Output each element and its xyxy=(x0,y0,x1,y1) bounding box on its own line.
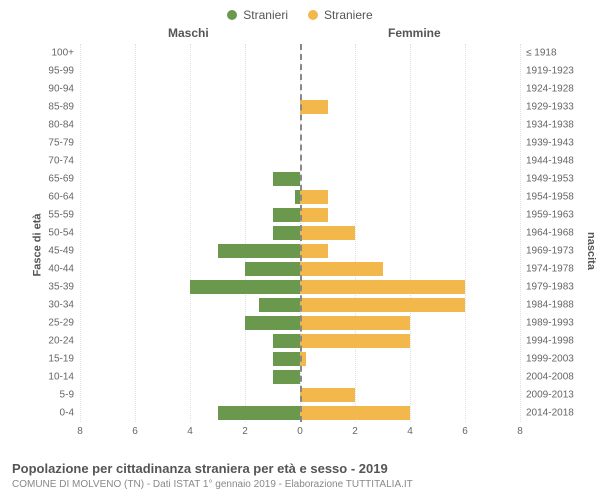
birth-year-label: 1999-2003 xyxy=(520,354,574,365)
bar-male xyxy=(273,352,301,366)
birth-year-label: 1944-1948 xyxy=(520,156,574,167)
x-tick: 4 xyxy=(187,426,193,437)
bar-female xyxy=(300,226,355,240)
chart-footer: Popolazione per cittadinanza straniera p… xyxy=(12,461,413,490)
x-tick: 8 xyxy=(517,426,523,437)
bar-male xyxy=(273,208,301,222)
bar-male xyxy=(273,172,301,186)
age-label: 60-64 xyxy=(48,192,80,203)
birth-year-label: 1939-1943 xyxy=(520,138,574,149)
age-label: 95-99 xyxy=(48,66,80,77)
bar-male xyxy=(190,280,300,294)
x-tick: 0 xyxy=(297,426,303,437)
birth-year-label: 1964-1968 xyxy=(520,228,574,239)
birth-year-label: 1924-1928 xyxy=(520,84,574,95)
x-tick: 2 xyxy=(242,426,248,437)
bar-male xyxy=(218,244,301,258)
legend-item-female: Straniere xyxy=(308,8,373,22)
header-female: Femmine xyxy=(388,26,441,40)
bar-female xyxy=(300,334,410,348)
bar-female xyxy=(300,262,383,276)
birth-year-label: 1984-1988 xyxy=(520,300,574,311)
bar-male xyxy=(273,226,301,240)
birth-year-label: 1959-1963 xyxy=(520,210,574,221)
legend-swatch-male xyxy=(227,10,237,20)
birth-year-label: ≤ 1918 xyxy=(520,48,557,59)
bar-female xyxy=(300,100,328,114)
age-label: 10-14 xyxy=(48,372,80,383)
x-tick: 2 xyxy=(352,426,358,437)
header-male: Maschi xyxy=(168,26,209,40)
bar-male xyxy=(273,370,301,384)
chart-subtitle: COMUNE DI MOLVENO (TN) - Dati ISTAT 1° g… xyxy=(12,479,413,490)
birth-year-label: 1979-1983 xyxy=(520,282,574,293)
birth-year-label: 1989-1993 xyxy=(520,318,574,329)
age-label: 35-39 xyxy=(48,282,80,293)
birth-year-label: 1954-1958 xyxy=(520,192,574,203)
bar-female xyxy=(300,244,328,258)
bar-female xyxy=(300,190,328,204)
age-label: 25-29 xyxy=(48,318,80,329)
age-label: 50-54 xyxy=(48,228,80,239)
bar-male xyxy=(245,316,300,330)
birth-year-label: 1919-1923 xyxy=(520,66,574,77)
y-axis-title-left: Fasce di età xyxy=(31,214,43,277)
center-line xyxy=(300,44,302,422)
birth-year-label: 2009-2013 xyxy=(520,390,574,401)
age-label: 5-9 xyxy=(60,390,80,401)
bar-female xyxy=(300,280,465,294)
bar-male xyxy=(259,298,300,312)
bar-female xyxy=(300,298,465,312)
bar-female xyxy=(300,316,410,330)
bar-male xyxy=(273,334,301,348)
legend-swatch-female xyxy=(308,10,318,20)
birth-year-label: 1929-1933 xyxy=(520,102,574,113)
chart-headers: Maschi Femmine xyxy=(0,26,600,44)
age-label: 100+ xyxy=(51,48,80,59)
age-label: 65-69 xyxy=(48,174,80,185)
x-tick: 6 xyxy=(462,426,468,437)
age-label: 70-74 xyxy=(48,156,80,167)
legend-label-female: Straniere xyxy=(324,8,373,22)
x-tick: 6 xyxy=(132,426,138,437)
birth-year-label: 1994-1998 xyxy=(520,336,574,347)
age-label: 30-34 xyxy=(48,300,80,311)
age-label: 55-59 xyxy=(48,210,80,221)
legend-label-male: Stranieri xyxy=(243,8,288,22)
birth-year-label: 2014-2018 xyxy=(520,408,574,419)
x-tick: 4 xyxy=(407,426,413,437)
age-label: 85-89 xyxy=(48,102,80,113)
x-tick: 8 xyxy=(77,426,83,437)
age-label: 15-19 xyxy=(48,354,80,365)
birth-year-label: 1934-1938 xyxy=(520,120,574,131)
population-pyramid-chart: 864202468100+≤ 191895-991919-192390-9419… xyxy=(80,44,520,422)
bar-female xyxy=(300,388,355,402)
y-axis-title-right: Anni di nascita xyxy=(585,232,600,270)
bar-female xyxy=(300,406,410,420)
age-label: 40-44 xyxy=(48,264,80,275)
age-label: 80-84 xyxy=(48,120,80,131)
age-label: 0-4 xyxy=(60,408,80,419)
chart-title: Popolazione per cittadinanza straniera p… xyxy=(12,461,413,476)
age-label: 45-49 xyxy=(48,246,80,257)
age-label: 90-94 xyxy=(48,84,80,95)
birth-year-label: 1969-1973 xyxy=(520,246,574,257)
birth-year-label: 2004-2008 xyxy=(520,372,574,383)
legend: Stranieri Straniere xyxy=(0,0,600,26)
bar-female xyxy=(300,208,328,222)
legend-item-male: Stranieri xyxy=(227,8,288,22)
bar-male xyxy=(218,406,301,420)
birth-year-label: 1949-1953 xyxy=(520,174,574,185)
birth-year-label: 1974-1978 xyxy=(520,264,574,275)
age-label: 75-79 xyxy=(48,138,80,149)
bar-male xyxy=(245,262,300,276)
age-label: 20-24 xyxy=(48,336,80,347)
